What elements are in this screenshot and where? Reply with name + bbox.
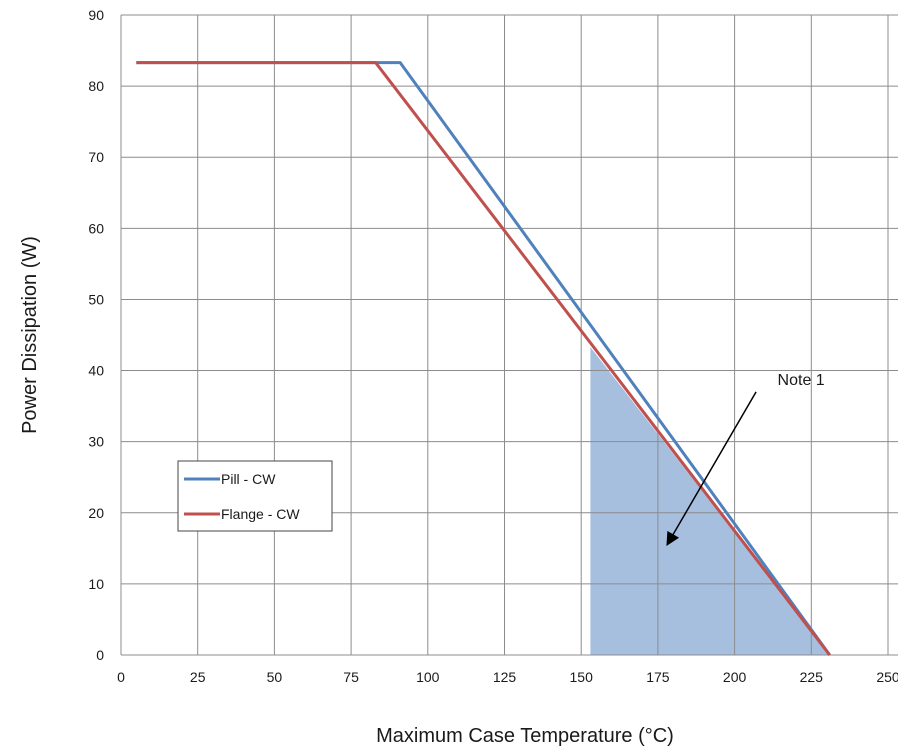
annotation-arrow (666, 391, 757, 546)
y-tick-label: 0 (96, 647, 104, 663)
x-tick-label: 100 (416, 669, 440, 685)
legend-box (177, 460, 333, 532)
x-tick-label: 0 (117, 669, 125, 685)
legend-label-pill-cw: Pill - CW (221, 471, 276, 487)
y-tick-label: 70 (88, 149, 104, 165)
y-tick-label: 40 (88, 363, 104, 379)
x-tick-label: 150 (570, 669, 594, 685)
x-tick-label: 225 (800, 669, 824, 685)
x-axis-title: Maximum Case Temperature (°C) (376, 725, 674, 747)
y-tick-label: 60 (88, 220, 104, 236)
shaded-region (590, 347, 830, 655)
x-tick-label: 25 (190, 669, 206, 685)
y-tick-label: 80 (88, 78, 104, 94)
y-tick-label: 90 (88, 7, 104, 23)
y-tick-label: 50 (88, 291, 104, 307)
annotation-label: Note 1 (778, 372, 825, 389)
y-tick-label: 10 (88, 576, 104, 592)
x-tick-label: 175 (646, 669, 670, 685)
y-tick-label: 30 (88, 434, 104, 450)
y-tick-label: 20 (88, 505, 104, 521)
legend: Pill - CW Flange - CW (177, 460, 333, 532)
legend-label-flange-cw: Flange - CW (221, 506, 300, 522)
x-tick-label: 50 (267, 669, 283, 685)
x-tick-label: 250 (876, 669, 898, 685)
x-tick-label: 200 (723, 669, 747, 685)
y-axis-title: Power Dissipation (W) (19, 236, 41, 434)
x-tick-label: 125 (493, 669, 517, 685)
series-line-flange-cw (136, 61, 831, 656)
x-tick-label: 75 (343, 669, 359, 685)
